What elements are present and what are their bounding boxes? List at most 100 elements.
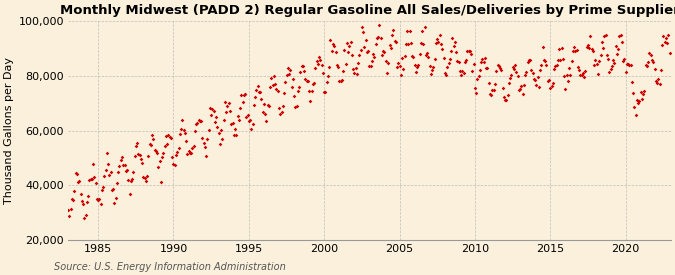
Point: [120, 169, 131, 173]
Point: [109, 201, 120, 205]
Point: [458, 71, 469, 76]
Point: [142, 174, 153, 178]
Point: [632, 98, 643, 103]
Point: [625, 63, 636, 67]
Point: [613, 46, 624, 51]
Point: [335, 78, 346, 83]
Point: [82, 200, 92, 205]
Point: [327, 42, 338, 46]
Point: [101, 151, 112, 155]
Point: [286, 85, 297, 89]
Point: [215, 142, 225, 147]
Point: [267, 83, 278, 87]
Point: [473, 74, 484, 78]
Point: [129, 154, 140, 158]
Point: [477, 57, 488, 61]
Point: [393, 61, 404, 66]
Point: [285, 68, 296, 73]
Point: [127, 177, 138, 181]
Point: [606, 64, 617, 68]
Point: [403, 41, 414, 46]
Point: [614, 34, 625, 39]
Point: [384, 43, 395, 47]
Point: [176, 126, 186, 131]
Point: [107, 188, 117, 193]
Point: [463, 48, 474, 53]
Point: [500, 98, 510, 102]
Point: [190, 129, 200, 134]
Point: [375, 35, 386, 40]
Point: [231, 133, 242, 137]
Point: [649, 66, 660, 71]
Point: [172, 150, 183, 155]
Point: [409, 63, 420, 67]
Point: [487, 87, 498, 92]
Point: [371, 36, 382, 41]
Point: [317, 70, 328, 75]
Point: [99, 174, 110, 178]
Point: [276, 110, 287, 114]
Point: [225, 109, 236, 114]
Point: [447, 36, 458, 41]
Point: [529, 77, 539, 81]
Point: [580, 69, 591, 73]
Point: [251, 88, 262, 92]
Point: [198, 141, 209, 145]
Point: [604, 70, 615, 74]
Point: [221, 110, 232, 114]
Point: [158, 150, 169, 155]
Point: [289, 94, 300, 98]
Point: [558, 57, 568, 61]
Point: [600, 32, 611, 37]
Point: [549, 67, 560, 71]
Point: [349, 71, 360, 75]
Point: [442, 65, 453, 70]
Point: [591, 62, 602, 67]
Point: [97, 188, 107, 192]
Point: [425, 64, 435, 68]
Point: [587, 48, 598, 53]
Point: [354, 53, 364, 57]
Point: [263, 104, 274, 108]
Point: [641, 64, 652, 68]
Point: [439, 71, 450, 75]
Point: [89, 175, 100, 180]
Point: [479, 59, 489, 64]
Point: [421, 53, 431, 57]
Point: [104, 172, 115, 177]
Point: [381, 71, 392, 76]
Point: [622, 62, 632, 66]
Point: [479, 56, 490, 60]
Point: [643, 60, 653, 65]
Point: [191, 122, 202, 126]
Point: [369, 55, 380, 59]
Point: [155, 159, 165, 163]
Point: [448, 44, 459, 48]
Point: [301, 78, 312, 83]
Point: [559, 74, 570, 78]
Point: [457, 69, 468, 73]
Point: [209, 120, 220, 125]
Point: [272, 88, 283, 93]
Point: [69, 188, 80, 193]
Point: [290, 104, 301, 109]
Point: [428, 64, 439, 69]
Point: [365, 63, 376, 68]
Point: [537, 45, 548, 50]
Point: [320, 90, 331, 94]
Point: [85, 177, 96, 182]
Point: [624, 63, 634, 68]
Point: [279, 91, 290, 95]
Point: [434, 33, 445, 37]
Point: [132, 141, 142, 145]
Point: [314, 54, 325, 59]
Point: [536, 63, 547, 67]
Point: [495, 66, 506, 70]
Point: [443, 61, 454, 65]
Point: [245, 118, 256, 122]
Point: [343, 50, 354, 54]
Point: [464, 49, 475, 53]
Point: [117, 155, 128, 160]
Point: [578, 75, 589, 79]
Point: [207, 107, 218, 111]
